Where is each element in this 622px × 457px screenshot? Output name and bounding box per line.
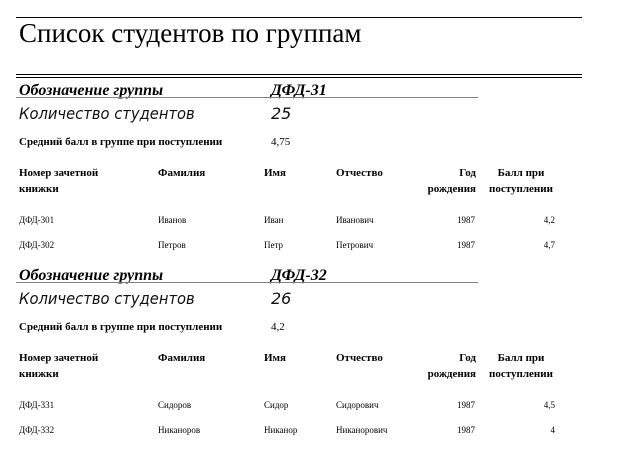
top-rule [16, 17, 582, 18]
cell-surname: Иванов [158, 215, 187, 225]
cell-patronymic: Петрович [336, 240, 374, 250]
count-value: 26 [271, 289, 292, 308]
cell-surname: Сидоров [158, 400, 192, 410]
count-value: 25 [271, 104, 292, 123]
cell-admission-score: 4,5 [543, 400, 555, 410]
group-divider [16, 282, 478, 283]
cell-patronymic: Сидорович [336, 400, 379, 410]
cell-admission-score: 4,2 [543, 215, 555, 225]
col-header-patronymic: Отчество [336, 352, 383, 364]
avg-label: Средний балл в группе при поступлении [19, 136, 223, 148]
cell-admission-score: 4,7 [543, 240, 555, 250]
table-row: ДФД-331 Сидоров Сидор Сидорович 1987 4,5 [0, 400, 622, 414]
col-header-surname: Фамилия [158, 352, 206, 364]
col-header-record-book: Номер зачетной книжки [19, 352, 99, 380]
avg-label: Средний балл в группе при поступлении [19, 321, 223, 333]
count-label: Количество студентов [19, 289, 195, 308]
group-code: ДФД-32 [271, 267, 327, 284]
cell-surname: Никаноров [158, 425, 201, 435]
col-header-surname: Фамилия [158, 167, 206, 179]
cell-admission-score: 4 [550, 425, 556, 435]
col-header-record-book: Номер зачетной книжки [19, 167, 99, 195]
cell-patronymic: Никанорович [336, 425, 388, 435]
count-label: Количество студентов [19, 104, 195, 123]
cell-record-book: ДФД-332 [19, 425, 55, 435]
cell-birth-year: 1987 [457, 240, 475, 250]
group-label: Обозначение группы [19, 267, 164, 284]
cell-record-book: ДФД-331 [19, 400, 55, 410]
cell-name: Сидор [264, 400, 289, 410]
col-header-patronymic: Отчество [336, 167, 383, 179]
cell-name: Иван [264, 215, 284, 225]
table-row: ДФД-301 Иванов Иван Иванович 1987 4,2 [0, 215, 622, 229]
cell-name: Петр [264, 240, 284, 250]
cell-birth-year: 1987 [457, 400, 475, 410]
group-code: ДФД-31 [271, 82, 327, 99]
col-header-birth-year: Год рождения [427, 352, 476, 380]
group-divider [16, 97, 478, 98]
cell-patronymic: Иванович [336, 215, 374, 225]
avg-value: 4,2 [271, 321, 285, 333]
report-title: Список студентов по группам [19, 18, 362, 48]
cell-birth-year: 1987 [457, 215, 475, 225]
col-header-admission-score: Балл при поступлении [489, 167, 553, 195]
cell-surname: Петров [158, 240, 186, 250]
double-rule-bottom [16, 77, 582, 78]
group-label: Обозначение группы [19, 82, 164, 99]
table-row: ДФД-302 Петров Петр Петрович 1987 4,7 [0, 240, 622, 254]
double-rule-top [16, 74, 582, 75]
col-header-name: Имя [264, 352, 286, 364]
group-section: Обозначение группы ДФД-32 Количество сту… [0, 267, 622, 452]
group-section: Обозначение группы ДФД-31 Количество сту… [0, 82, 622, 267]
cell-record-book: ДФД-301 [19, 215, 55, 225]
cell-name: Никанор [264, 425, 298, 435]
avg-value: 4,75 [271, 136, 291, 148]
col-header-name: Имя [264, 167, 286, 179]
col-header-birth-year: Год рождения [427, 167, 476, 195]
col-header-admission-score: Балл при поступлении [489, 352, 553, 380]
table-row: ДФД-332 Никаноров Никанор Никанорович 19… [0, 425, 622, 439]
cell-record-book: ДФД-302 [19, 240, 55, 250]
cell-birth-year: 1987 [457, 425, 475, 435]
